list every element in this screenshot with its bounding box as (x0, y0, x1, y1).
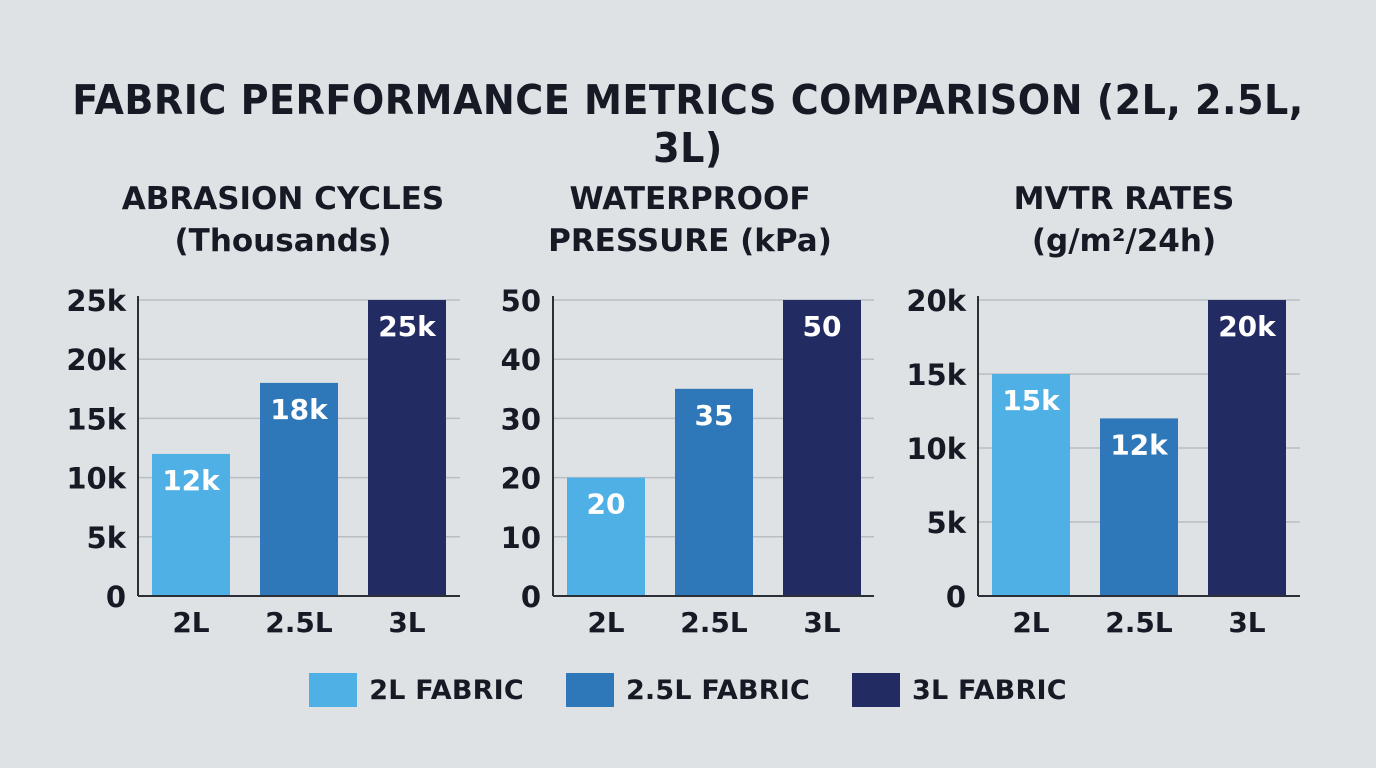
chart-3-bar-label-3: 20k (1218, 310, 1277, 343)
chart-2-bar-label-1: 20 (587, 488, 626, 521)
chart-1-ytick-label-2: 10k (66, 462, 126, 496)
chart-2-title-line-2: PRESSURE (kPa) (548, 223, 832, 259)
chart-2-xtick-label-1: 2L (587, 606, 624, 639)
chart-3: MVTR RATES (g/m²/24h) 0 5k 10k 15k 20k 15k 2L 12k… (906, 181, 1300, 639)
chart-3-xtick-label-1: 2L (1012, 606, 1049, 639)
chart-3-xtick-label-3: 3L (1228, 606, 1265, 639)
chart-2-bar-1 (567, 477, 645, 596)
chart-3-ytick-label-4: 20k (906, 284, 966, 318)
chart-2-ytick-label-3: 30 (501, 402, 541, 436)
legend-item-3l: 3L FABRIC (852, 673, 1067, 707)
chart-3-ytick-label-0: 0 (946, 580, 966, 614)
chart-1-ytick-label-3: 15k (66, 402, 126, 436)
chart-2-ytick-label-5: 50 (501, 284, 541, 318)
chart-3-bar-2 (1100, 418, 1178, 596)
chart-2-ytick-label-4: 40 (501, 343, 541, 377)
chart-3-bar-1 (992, 374, 1070, 596)
chart-2-bar-label-3: 50 (803, 310, 842, 343)
page-title: FABRIC PERFORMANCE METRICS COMPARISON (2… (72, 76, 1304, 172)
chart-1-bar-1 (152, 453, 230, 596)
chart-3-bar-label-1: 15k (1002, 384, 1061, 417)
chart-3-bar-3 (1208, 300, 1286, 596)
chart-1-ytick-label-5: 25k (66, 284, 126, 318)
chart-1-xtick-label-1: 2L (172, 606, 209, 639)
chart-1-ytick-label-1: 5k (87, 521, 127, 555)
chart-2: WATERPROOF PRESSURE (kPa) 0 10 20 30 40 50 20 2L 3… (501, 181, 874, 639)
chart-3-title-line-1: MVTR RATES (1014, 181, 1235, 217)
legend-label-3l: 3L FABRIC (912, 674, 1067, 706)
chart-1-bar-label-1: 12k (162, 464, 221, 497)
chart-2-ytick-label-0: 0 (521, 580, 541, 614)
chart-3-title-line-2: (g/m²/24h) (1032, 223, 1216, 259)
chart-1-title-line-1: ABRASION CYCLES (122, 181, 445, 217)
chart-2-ytick-label-2: 20 (501, 462, 541, 496)
chart-2-bar-3 (783, 300, 861, 596)
legend-swatch-3l (852, 673, 901, 707)
chart-1-title-line-2: (Thousands) (175, 223, 392, 259)
chart-2-xtick-label-2: 2.5L (680, 606, 748, 639)
chart-2-xtick-label-3: 3L (803, 606, 840, 639)
chart-3-xtick-label-2: 2.5L (1105, 606, 1173, 639)
chart-1-bar-2 (260, 382, 338, 596)
chart-1-ytick-label-0: 0 (106, 580, 126, 614)
chart-1-xtick-label-2: 2.5L (265, 606, 333, 639)
chart-1-bar-label-3: 25k (378, 310, 437, 343)
legend: 2L FABRIC 2.5L FABRIC 3L FABRIC (0, 672, 1376, 708)
legend-swatch-2-5l (565, 673, 614, 707)
legend-item-2-5l: 2.5L FABRIC (565, 673, 811, 707)
chart-3-ytick-label-1: 5k (927, 506, 967, 540)
chart-2-bar-2 (675, 388, 753, 596)
legend-swatch-2l (309, 673, 358, 707)
chart-2-title-line-1: WATERPROOF (569, 181, 810, 217)
chart-3-bar-label-2: 12k (1110, 428, 1169, 461)
chart-1-ytick-label-4: 20k (66, 343, 126, 377)
chart-2-bar-label-2: 35 (695, 399, 734, 432)
chart-1-xtick-label-3: 3L (388, 606, 425, 639)
charts-area: ABRASION CYCLES (Thousands) 0 5k 10k 15k 20k 25… (66, 181, 1300, 639)
chart-1: ABRASION CYCLES (Thousands) 0 5k 10k 15k 20k 25… (66, 181, 460, 639)
chart-3-ytick-label-3: 15k (906, 358, 966, 392)
chart-2-ytick-label-1: 10 (501, 521, 541, 555)
chart-3-ytick-label-2: 10k (906, 432, 966, 466)
chart-1-bar-3 (368, 300, 446, 596)
legend-item-2l: 2L FABRIC (309, 673, 524, 707)
legend-label-2-5l: 2.5L FABRIC (625, 674, 811, 706)
legend-label-2l: 2L FABRIC (369, 674, 524, 706)
chart-1-bar-label-2: 18k (270, 393, 329, 426)
